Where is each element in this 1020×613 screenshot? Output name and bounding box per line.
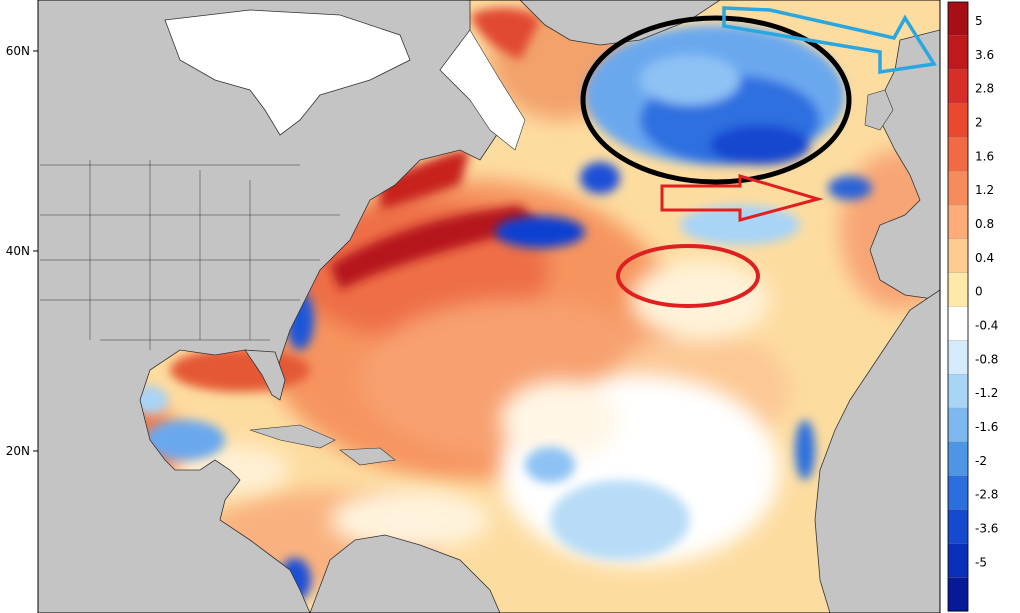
africa-land bbox=[814, 289, 940, 613]
map-frame bbox=[38, 0, 940, 613]
colorbar-tick-label: -0.8 bbox=[975, 352, 998, 366]
colorbar-swatch bbox=[947, 238, 969, 274]
labrador-ice bbox=[439, 29, 526, 151]
cold-anomaly-ellipse-north-atlantic bbox=[580, 15, 852, 185]
azores-region-ellipse bbox=[616, 244, 760, 308]
colorbar-swatch bbox=[947, 509, 969, 544]
colorbar-legend: 5 3.6 2.8 2 1.6 1.2 0.8 0.4 0 -0.4 -0.8 -1.2 -1.6 -2 -… bbox=[947, 1, 998, 612]
colorbar-swatch bbox=[947, 441, 969, 477]
colorbar-tick-label: -0.4 bbox=[975, 318, 998, 332]
colorbar-tick-label: -2 bbox=[975, 454, 987, 468]
state-boundaries bbox=[40, 160, 340, 350]
colorbar-swatch bbox=[947, 577, 969, 612]
colorbar-swatch bbox=[947, 69, 969, 105]
cuba-land bbox=[249, 424, 336, 449]
colorbar-swatch bbox=[947, 407, 969, 443]
colorbar-swatch bbox=[947, 103, 969, 138]
colorbar-tick-label: 0.4 bbox=[975, 251, 994, 265]
colorbar-swatch bbox=[947, 272, 969, 308]
colorbar-tick-label: 2.8 bbox=[975, 82, 994, 96]
colorbar-swatch bbox=[947, 35, 969, 71]
colorbar-tick-label: -3.6 bbox=[975, 521, 998, 535]
colorbar-swatch bbox=[947, 1, 969, 37]
colorbar-tick-label: 0.8 bbox=[975, 217, 994, 231]
colorbar-tick-label: 5 bbox=[975, 14, 983, 28]
eastward-red-arrow bbox=[660, 173, 824, 222]
colorbar-swatch bbox=[947, 204, 969, 240]
hudson-bay-ice bbox=[164, 9, 411, 136]
colorbar-tick-label: 0 bbox=[975, 285, 983, 299]
northeast-blue-arrow bbox=[722, 6, 937, 75]
colorbar-swatch bbox=[947, 475, 969, 511]
colorbar-tick-label: 2 bbox=[975, 115, 983, 129]
colorbar-swatch bbox=[947, 374, 969, 409]
cold-anomaly-field bbox=[132, 25, 872, 602]
lat-label-60n: 60N bbox=[6, 44, 30, 58]
colorbar-swatch bbox=[947, 171, 969, 206]
north-america-land bbox=[38, 0, 501, 613]
colorbar-tick-label: 1.2 bbox=[975, 183, 994, 197]
colorbar-tick-label: -5 bbox=[975, 555, 987, 569]
latitude-axis: 60N 40N 20N bbox=[6, 44, 38, 458]
colorbar-swatch bbox=[947, 137, 969, 172]
florida-land bbox=[244, 349, 286, 401]
british-isles-land bbox=[864, 89, 894, 131]
colorbar-tick-label: -1.6 bbox=[975, 420, 998, 434]
colorbar-swatch bbox=[947, 340, 969, 375]
lat-label-20n: 20N bbox=[6, 444, 30, 458]
colorbar-swatch bbox=[947, 543, 969, 578]
colorbar-outline bbox=[947, 1, 969, 612]
lat-label-40n: 40N bbox=[6, 244, 30, 258]
colorbar-tick-label: 3.6 bbox=[975, 48, 994, 62]
colorbar-tick-label: -2.8 bbox=[975, 488, 998, 502]
colorbar-tick-label: -1.2 bbox=[975, 386, 998, 400]
colorbar-tick-label: 1.6 bbox=[975, 149, 994, 163]
south-america-land bbox=[309, 534, 501, 613]
colorbar-swatch bbox=[947, 306, 969, 341]
map-border bbox=[37, 0, 941, 613]
hispaniola-land bbox=[339, 447, 396, 466]
